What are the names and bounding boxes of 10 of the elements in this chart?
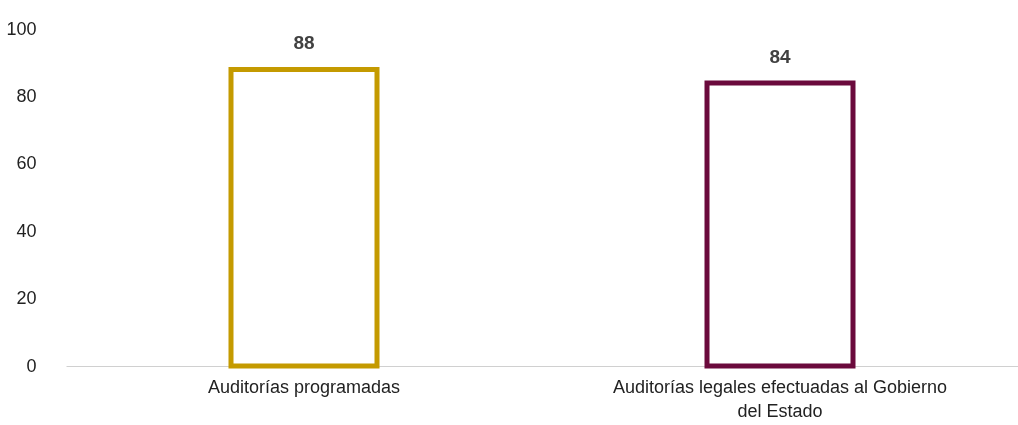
y-tick-label: 60 (16, 153, 37, 174)
data-label: 88 (293, 32, 315, 54)
y-tick-label: 40 (16, 220, 37, 241)
x-tick-label: Auditorías programadas (207, 376, 401, 397)
data-label: 84 (769, 45, 791, 67)
y-tick-label: 0 (26, 355, 37, 376)
y-tick-label: 20 (16, 288, 37, 309)
x-tick-label: Auditorías legales efectuadas al Gobierno del Estado (612, 376, 948, 421)
y-tick-label: 100 (6, 18, 37, 39)
y-tick-label: 80 (16, 85, 37, 106)
